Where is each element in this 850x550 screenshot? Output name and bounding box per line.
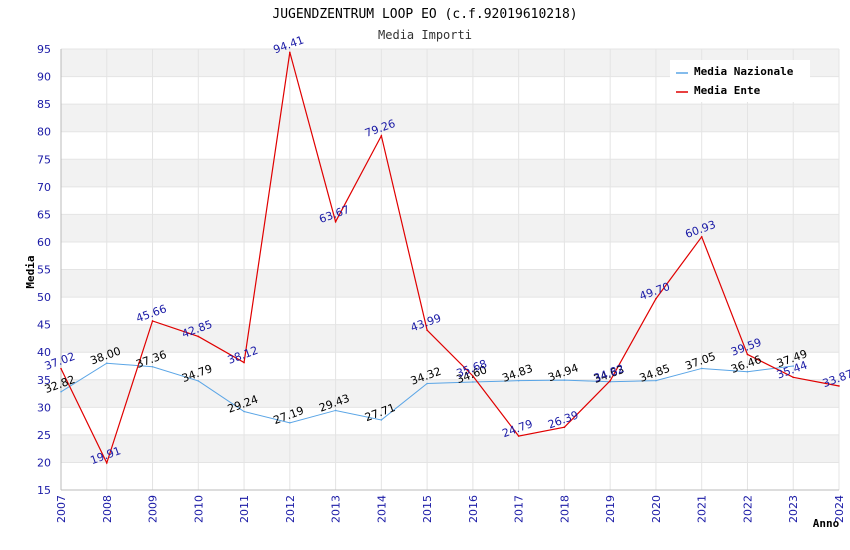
y-tick-label: 60 <box>37 236 51 249</box>
point-nazionale <box>700 367 703 370</box>
point-nazionale <box>655 379 657 382</box>
band <box>61 379 839 408</box>
point-ente <box>609 379 611 382</box>
legend-box <box>670 60 810 102</box>
y-tick-label: 75 <box>37 153 51 166</box>
point-nazionale <box>243 410 245 413</box>
point-ente <box>472 375 474 377</box>
y-tick-label: 20 <box>37 456 51 469</box>
point-nazionale <box>517 379 520 382</box>
y-tick-label: 70 <box>37 181 51 194</box>
chart-title: JUGENDZENTRUM LOOP EO (c.f.92019610218) <box>272 7 577 22</box>
point-ente <box>517 435 520 437</box>
background-bands <box>61 49 839 463</box>
data-label-ente: 45.66 <box>134 302 168 325</box>
band <box>61 159 839 187</box>
point-ente <box>838 385 840 387</box>
point-ente <box>334 220 337 223</box>
y-tick-label: 95 <box>37 43 51 56</box>
legend-label-ente: Media Ente <box>694 84 761 97</box>
legend-label-nazionale: Media Nazionale <box>694 65 794 78</box>
point-ente <box>151 320 154 322</box>
y-tick-label: 35 <box>37 374 51 387</box>
point-nazionale <box>426 382 428 385</box>
point-ente <box>105 462 108 464</box>
x-tick-label: 2018 <box>558 495 571 523</box>
point-ente <box>60 367 62 370</box>
band <box>61 269 839 298</box>
x-tick-label: 2023 <box>787 495 800 523</box>
x-tick-label: 2007 <box>55 495 68 523</box>
point-ente <box>792 376 795 379</box>
x-tick-label: 2019 <box>604 495 617 523</box>
y-tick-label: 55 <box>37 264 51 277</box>
band <box>61 324 839 353</box>
point-ente <box>380 134 383 137</box>
x-tick-label: 2012 <box>284 495 297 523</box>
x-tick-label: 2014 <box>375 495 388 523</box>
gridlines <box>60 48 840 491</box>
y-tick-label: 85 <box>37 98 51 111</box>
y-tick-label: 80 <box>37 126 51 139</box>
y-tick-label: 25 <box>37 429 51 442</box>
y-tick-label: 50 <box>37 291 51 304</box>
legend: Media Nazionale Media Ente <box>670 60 810 102</box>
x-tick-label: 2010 <box>192 495 205 523</box>
x-axis-ticks: 2007 2008 2009 2010 2011 2012 2013 2014 2015 2016… <box>55 495 846 523</box>
point-ente <box>563 426 566 429</box>
point-ente <box>700 236 703 238</box>
point-nazionale <box>746 370 749 373</box>
point-ente <box>746 353 749 356</box>
series-lines <box>60 51 840 465</box>
y-axis-ticks: 15 20 25 30 35 40 45 50 55 60 65 70 75 80 85 90 95 <box>37 43 51 497</box>
y-tick-label: 30 <box>37 401 51 414</box>
point-nazionale <box>197 380 200 382</box>
x-tick-label: 2011 <box>238 495 251 523</box>
x-tick-label: 2024 <box>833 495 846 523</box>
point-ente <box>197 335 200 338</box>
x-tick-label: 2008 <box>101 495 114 523</box>
x-axis-label: Anno <box>813 517 840 530</box>
point-nazionale <box>792 365 795 367</box>
x-tick-label: 2021 <box>696 495 709 523</box>
point-nazionale <box>380 419 383 421</box>
point-ente <box>655 297 657 300</box>
point-ente <box>426 329 428 331</box>
band <box>61 214 839 242</box>
x-tick-label: 2009 <box>147 495 160 523</box>
x-tick-label: 2022 <box>741 495 754 523</box>
y-axis-label: Media <box>24 255 37 288</box>
series-line-ente <box>60 52 840 465</box>
y-tick-label: 90 <box>37 71 51 84</box>
x-tick-label: 2017 <box>513 495 526 523</box>
x-tick-label: 2016 <box>467 495 480 523</box>
point-nazionale <box>105 362 108 365</box>
y-tick-label: 65 <box>37 208 51 221</box>
point-nazionale <box>151 365 154 368</box>
x-tick-label: 2013 <box>330 495 343 523</box>
x-tick-label: 2020 <box>650 495 663 523</box>
y-tick-label: 45 <box>37 319 51 332</box>
y-tick-label: 40 <box>37 346 51 359</box>
point-nazionale <box>334 409 337 412</box>
point-nazionale <box>563 379 566 381</box>
point-nazionale <box>60 390 62 393</box>
point-nazionale <box>289 422 291 424</box>
chart-subtitle: Media Importi <box>378 28 472 42</box>
point-ente <box>243 361 245 364</box>
point-nazionale <box>472 381 474 383</box>
band <box>61 434 839 463</box>
x-tick-label: 2015 <box>421 495 434 523</box>
band <box>61 104 839 132</box>
y-tick-label: 15 <box>37 484 51 497</box>
point-ente <box>289 51 291 54</box>
